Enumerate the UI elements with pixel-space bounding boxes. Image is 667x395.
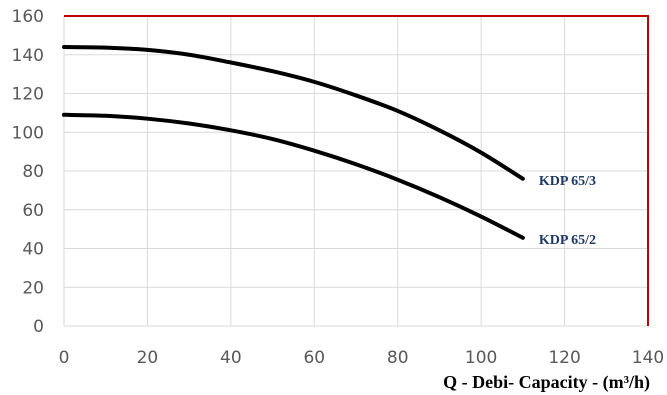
- x-tick-label: 0: [59, 348, 70, 368]
- y-tick-label: 20: [22, 278, 44, 298]
- y-tick-label: 80: [22, 162, 44, 182]
- series-label-2: KDP 65/2: [539, 233, 596, 248]
- x-tick-label: 40: [220, 348, 242, 368]
- series-line-1: [62, 45, 525, 181]
- y-tick-label: 40: [22, 240, 44, 260]
- x-tick-label: 140: [632, 348, 664, 368]
- x-tick-label: 120: [548, 348, 580, 368]
- x-axis-title: Q - Debi- Capacity - (m³/h): [443, 372, 650, 393]
- grid-layer: [63, 15, 649, 327]
- y-tick-label: 160: [12, 7, 44, 27]
- x-tick-label: 80: [387, 348, 409, 368]
- plot-border: [64, 15, 649, 326]
- y-tick-label: 60: [22, 201, 44, 221]
- axis-tick-labels: 0 20 40 60 80 100 120 140 0 20 40 60 80 100 120 140 160: [12, 7, 665, 368]
- y-tick-label: 140: [12, 46, 44, 66]
- y-tick-label: 100: [12, 123, 44, 143]
- series-layer: KDP 65/3 KDP 65/2: [62, 45, 596, 248]
- x-tick-label: 60: [303, 348, 325, 368]
- x-tick-label: 20: [137, 348, 159, 368]
- y-tick-label: 120: [12, 85, 44, 105]
- series-label-1: KDP 65/3: [539, 174, 596, 189]
- y-tick-label: 0: [33, 317, 44, 337]
- series-line-2: [62, 112, 525, 240]
- x-tick-label: 100: [465, 348, 497, 368]
